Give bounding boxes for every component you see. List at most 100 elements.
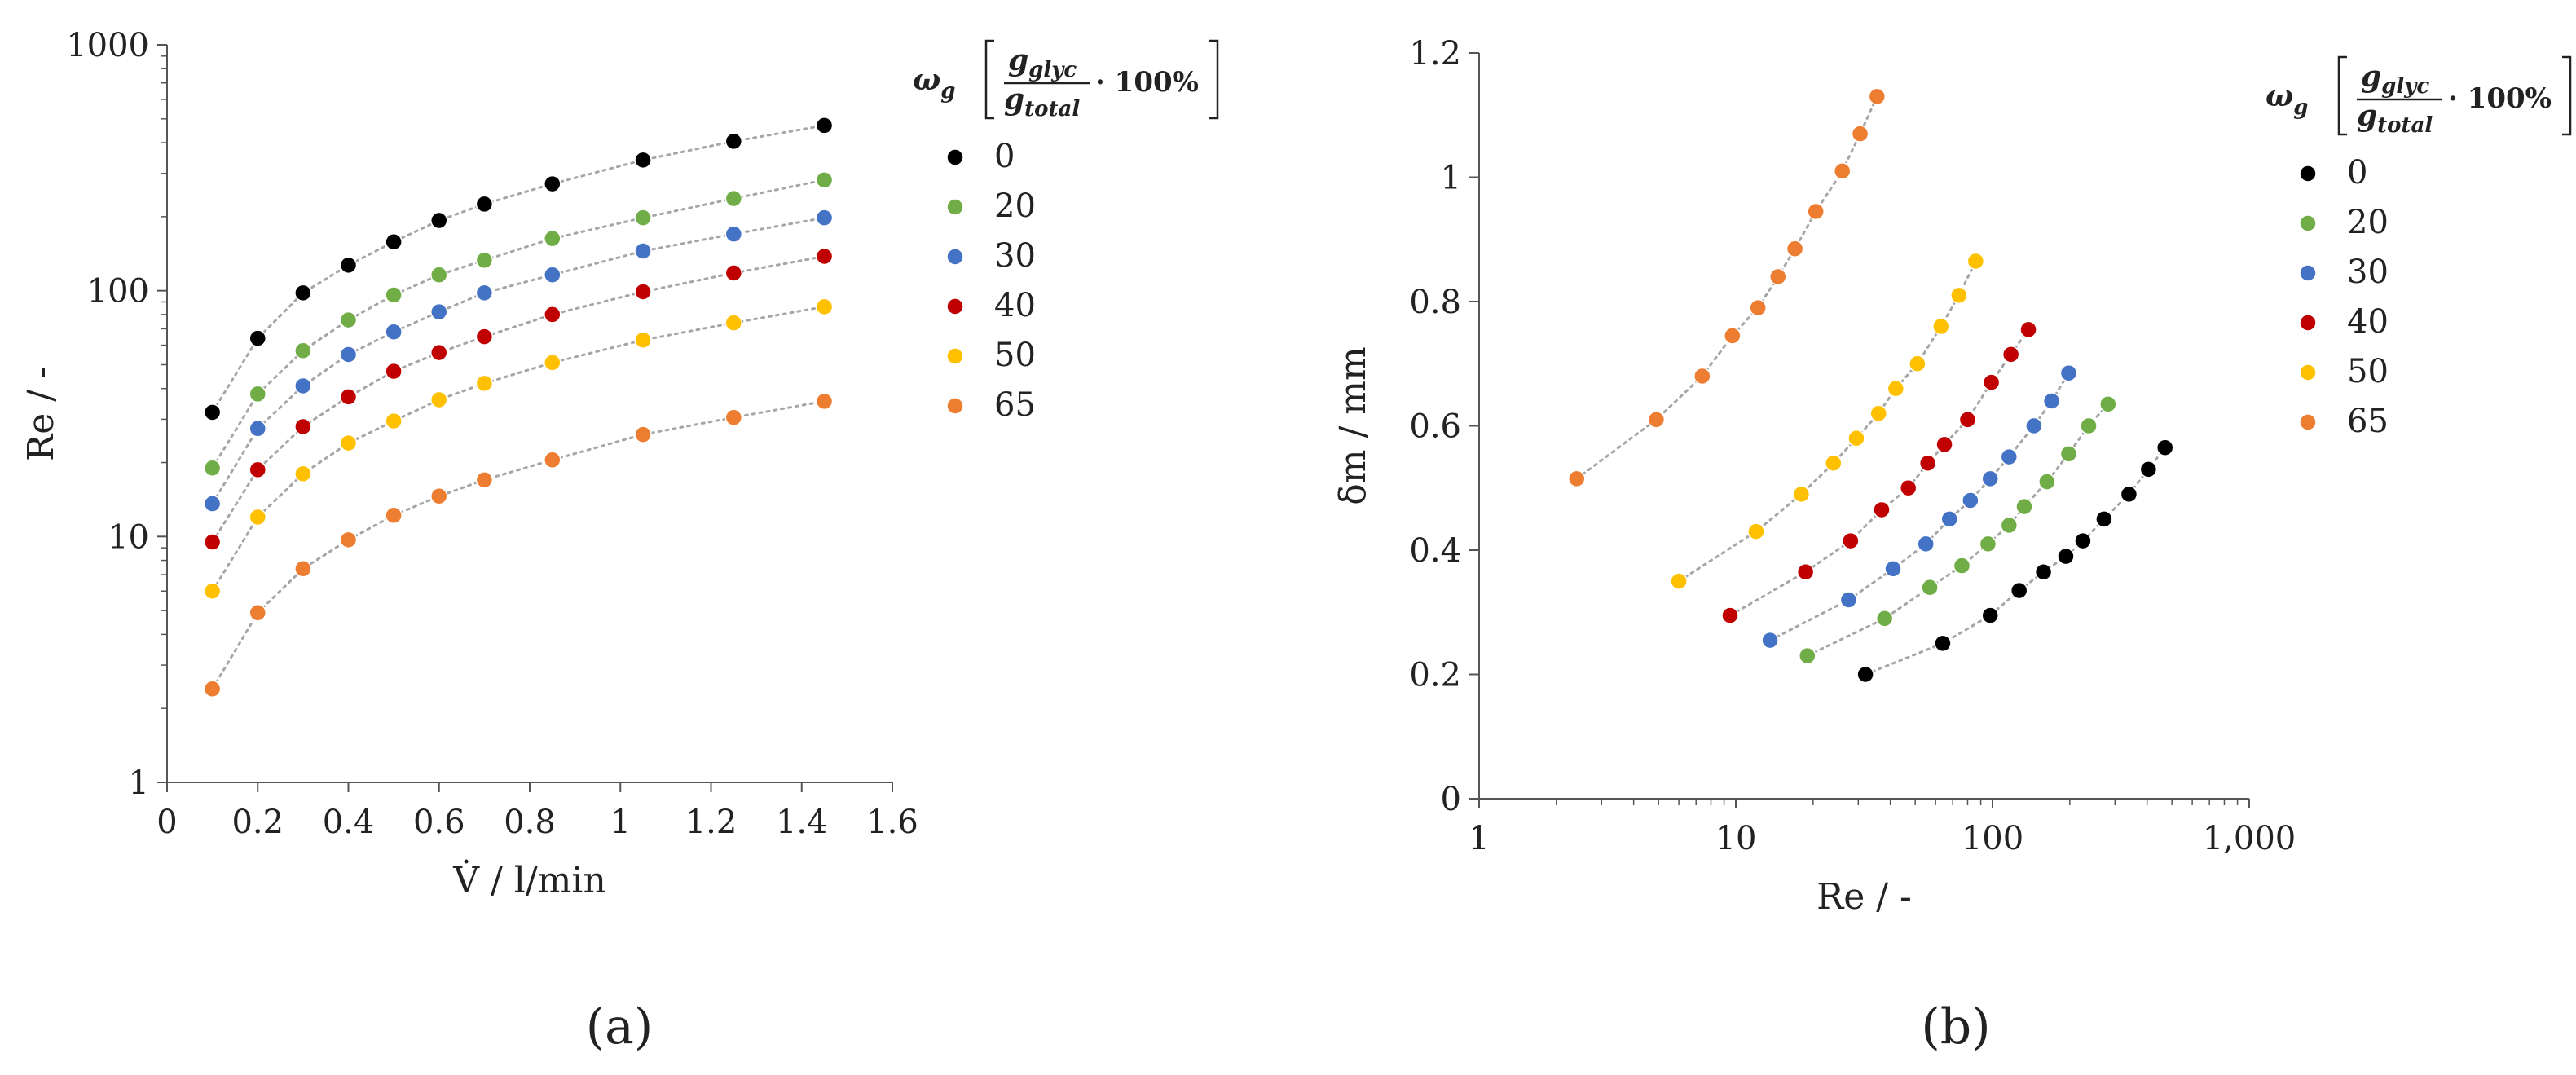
data-point bbox=[2010, 581, 2028, 600]
legend-marker bbox=[2299, 314, 2317, 332]
y-tick-label: 10 bbox=[108, 518, 149, 556]
trendline bbox=[211, 124, 826, 414]
trendline bbox=[1575, 95, 1878, 480]
legend-denominator-sub: total bbox=[2377, 113, 2433, 138]
data-point bbox=[634, 209, 652, 227]
trendline bbox=[211, 399, 826, 690]
data-point bbox=[1917, 535, 1935, 553]
data-point bbox=[1873, 500, 1891, 519]
legend-entry-label: 0 bbox=[994, 138, 1015, 175]
legend-factor: · 100% bbox=[2448, 82, 2552, 115]
legend-bracket-right bbox=[2562, 55, 2572, 136]
data-point bbox=[249, 420, 266, 438]
legend-bracket-right bbox=[1209, 39, 1219, 120]
data-point bbox=[1747, 522, 1765, 540]
data-point bbox=[1749, 298, 1767, 317]
data-point bbox=[339, 388, 358, 406]
data-point bbox=[634, 151, 652, 170]
legend-entry-label: 20 bbox=[2347, 204, 2389, 241]
data-point bbox=[1887, 380, 1905, 398]
legend-entry-30: 30 bbox=[2299, 253, 2389, 291]
data-point bbox=[1966, 252, 1985, 271]
legend-entry-40: 40 bbox=[2299, 303, 2389, 341]
data-point bbox=[724, 189, 743, 208]
series-30 bbox=[1761, 363, 2078, 650]
trendline bbox=[1728, 328, 2030, 617]
data-point bbox=[294, 341, 312, 360]
data-point bbox=[2120, 485, 2138, 504]
y-axis-label: δm / mm bbox=[1332, 346, 1374, 504]
data-point bbox=[1721, 606, 1739, 624]
data-point bbox=[2038, 473, 2056, 491]
y-axis-label: Re / - bbox=[20, 366, 62, 461]
data-point bbox=[1851, 125, 1869, 143]
data-point bbox=[1568, 469, 1586, 488]
data-point bbox=[1825, 454, 1843, 472]
data-point bbox=[203, 680, 222, 698]
legend-entry-label: 30 bbox=[994, 237, 1036, 275]
x-tick-label: 100 bbox=[1962, 820, 2023, 857]
data-point bbox=[385, 232, 403, 251]
legend-title: ωg bbox=[913, 63, 955, 104]
trendline bbox=[211, 216, 826, 505]
data-point bbox=[2025, 416, 2043, 435]
y-tick-label: 100 bbox=[87, 273, 149, 311]
data-point bbox=[544, 174, 561, 193]
legend-entry-65: 65 bbox=[946, 386, 1036, 424]
data-point bbox=[2000, 447, 2019, 466]
data-point bbox=[724, 264, 743, 282]
data-point bbox=[544, 354, 561, 372]
series-50 bbox=[203, 297, 834, 601]
data-point bbox=[815, 171, 834, 189]
legend-numerator: gglyc bbox=[1008, 43, 1077, 82]
data-point bbox=[2139, 460, 2158, 478]
x-tick-label: 0.2 bbox=[231, 804, 284, 841]
legend-entry-label: 65 bbox=[2347, 403, 2389, 440]
data-point bbox=[2042, 392, 2061, 410]
data-point bbox=[203, 403, 222, 421]
data-point bbox=[634, 331, 652, 349]
data-point bbox=[294, 560, 312, 578]
data-point bbox=[1847, 430, 1865, 447]
data-point bbox=[1899, 479, 1918, 497]
legend-symbol: ω bbox=[2266, 79, 2293, 113]
legend-marker bbox=[946, 347, 964, 365]
data-point bbox=[385, 323, 403, 341]
data-point bbox=[2099, 395, 2117, 413]
data-point bbox=[430, 487, 448, 505]
data-point bbox=[2001, 346, 2020, 363]
legend-denominator-sub: total bbox=[1024, 97, 1080, 121]
data-point bbox=[1769, 267, 1787, 286]
data-point bbox=[724, 132, 743, 151]
data-point bbox=[2057, 547, 2075, 566]
data-point bbox=[1940, 510, 1958, 528]
series-40 bbox=[1721, 320, 2037, 624]
data-point bbox=[475, 284, 494, 302]
legend-marker bbox=[2299, 214, 2317, 232]
series-30 bbox=[203, 209, 834, 513]
legend-symbol-sub: g bbox=[940, 79, 955, 104]
data-point bbox=[1979, 535, 1997, 553]
data-point bbox=[1792, 485, 1811, 504]
data-point bbox=[2074, 531, 2092, 550]
x-tick-label: 1.6 bbox=[866, 804, 918, 841]
legend-numerator-sub: glyc bbox=[1028, 58, 1077, 82]
series-65 bbox=[203, 392, 834, 698]
series-0 bbox=[1856, 438, 2174, 684]
panel-label: (a) bbox=[586, 998, 654, 1055]
data-point bbox=[2059, 445, 2078, 463]
data-point bbox=[1981, 606, 1999, 624]
legend-marker bbox=[946, 198, 964, 216]
data-point bbox=[1918, 454, 1937, 472]
legend-title: ωg bbox=[2266, 79, 2308, 120]
legend-entry-65: 65 bbox=[2299, 403, 2389, 440]
data-point bbox=[339, 346, 358, 363]
data-point bbox=[249, 508, 266, 526]
data-point bbox=[544, 229, 561, 248]
data-point bbox=[2095, 510, 2113, 528]
data-point bbox=[2019, 320, 2037, 339]
x-tick-label: 0.8 bbox=[504, 804, 556, 841]
data-point bbox=[294, 377, 312, 395]
series-20 bbox=[203, 171, 834, 477]
